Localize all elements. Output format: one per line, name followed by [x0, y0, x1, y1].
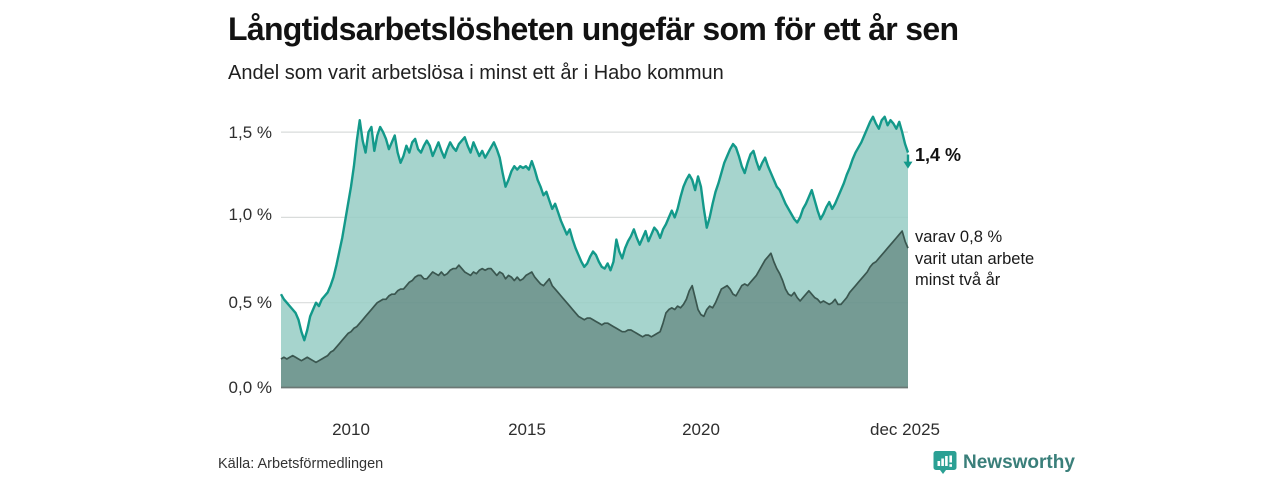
- area-fill-one-year: [281, 116, 908, 388]
- y-tick-0-0: 0,0 %: [228, 378, 272, 397]
- page-subtitle: Andel som varit arbetslösa i minst ett å…: [228, 62, 724, 84]
- newsworthy-brand-name: Newsworthy: [963, 452, 1075, 473]
- source-note: Källa: Arbetsförmedlingen: [218, 456, 384, 472]
- x-tick-2020: 2020: [682, 420, 720, 439]
- latest-value-arrow-icon: [903, 154, 913, 169]
- line-two-years: [280, 230, 909, 364]
- x-tick-2010: 2010: [332, 420, 370, 439]
- annotation-line: varit utan arbete: [915, 249, 1035, 268]
- newsworthy-logo-icon: [933, 450, 957, 474]
- annotation-line: minst två år: [915, 271, 1001, 289]
- y-tick-1-0: 1,0 %: [228, 205, 272, 224]
- area-chart: [279, 113, 913, 390]
- area-fill-two-years: [281, 231, 908, 388]
- y-tick-0-5: 0,5 %: [228, 293, 272, 312]
- x-tick-2015: 2015: [508, 420, 546, 439]
- area-chart-svg: [279, 115, 913, 389]
- page-title: Långtidsarbetslösheten ungefär som för e…: [228, 11, 959, 47]
- latest-value-label: 1,4 %: [915, 145, 962, 165]
- annotation-line: varav 0,8 %: [915, 228, 1003, 246]
- x-tick-dec-2025: dec 2025: [870, 420, 940, 439]
- two-year-annotation: varav 0,8 % varit utan arbete minst två …: [915, 227, 1034, 292]
- y-tick-1-5: 1,5 %: [228, 123, 272, 142]
- line-one-year: [279, 115, 910, 342]
